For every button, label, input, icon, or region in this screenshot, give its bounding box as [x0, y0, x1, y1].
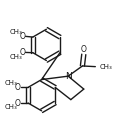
Text: CH₃: CH₃ [100, 64, 112, 70]
Text: O: O [20, 32, 26, 41]
Text: CH₃: CH₃ [4, 80, 17, 86]
Text: O: O [20, 48, 26, 57]
Text: CH₃: CH₃ [9, 29, 22, 35]
Text: O: O [15, 98, 21, 108]
Text: N: N [65, 72, 71, 81]
Text: CH₃: CH₃ [9, 53, 22, 60]
Text: CH₃: CH₃ [4, 104, 17, 110]
Text: O: O [15, 83, 21, 92]
Text: O: O [81, 45, 87, 54]
